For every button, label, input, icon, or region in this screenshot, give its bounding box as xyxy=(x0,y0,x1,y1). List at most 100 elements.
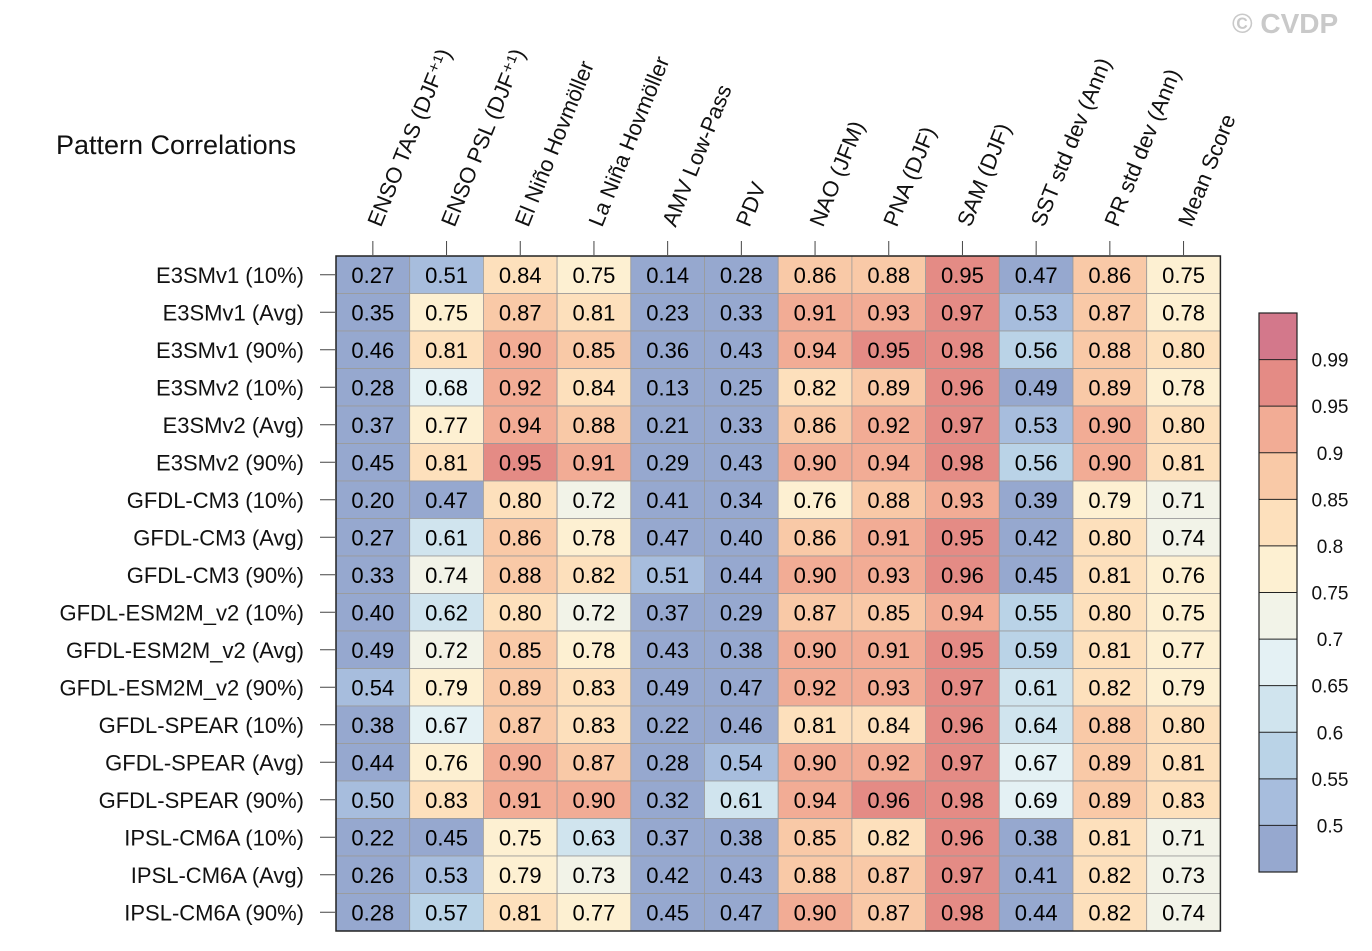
cell-value: 0.41 xyxy=(646,488,689,513)
cell-value: 0.83 xyxy=(1162,788,1205,813)
heatmap-cell xyxy=(482,255,558,294)
heatmap-cell xyxy=(630,330,705,369)
cell-value: 0.47 xyxy=(1015,263,1058,288)
cell-value: 0.45 xyxy=(425,825,468,850)
row-label: GFDL-CM3 (Avg) xyxy=(133,525,304,550)
heatmap-cell xyxy=(851,780,927,819)
colorbar-label: 0.6 xyxy=(1317,723,1343,744)
row-label: E3SMv2 (10%) xyxy=(156,375,304,400)
cell-value: 0.77 xyxy=(1162,638,1205,663)
cell-value: 0.50 xyxy=(351,788,394,813)
heatmap-cell xyxy=(630,780,705,819)
heatmap-cell xyxy=(998,330,1074,369)
column-label: El Niño Hovmöller xyxy=(510,57,599,230)
cell-value: 0.92 xyxy=(867,750,910,775)
cell-value: 0.62 xyxy=(425,600,468,625)
column-label: Mean Score xyxy=(1173,111,1241,230)
cell-value: 0.67 xyxy=(1015,750,1058,775)
cell-value: 0.97 xyxy=(941,750,984,775)
cell-value: 0.21 xyxy=(646,413,689,438)
heatmap-cell xyxy=(1072,293,1148,332)
cell-value: 0.77 xyxy=(425,413,468,438)
cell-value: 0.49 xyxy=(351,638,394,663)
heatmap-cell xyxy=(335,518,411,557)
column-label: PNA (DJF) xyxy=(878,123,941,230)
heatmap-cell xyxy=(777,855,853,894)
heatmap-cell xyxy=(777,630,853,669)
row-label: GFDL-ESM2M_v2 (90%) xyxy=(59,675,304,700)
heatmap-cell xyxy=(630,480,705,519)
cell-value: 0.94 xyxy=(941,600,984,625)
heatmap-cell xyxy=(409,518,484,557)
row-label: GFDL-CM3 (90%) xyxy=(127,563,304,588)
cell-value: 0.22 xyxy=(351,825,394,850)
cell-value: 0.91 xyxy=(867,638,910,663)
heatmap-cell xyxy=(409,855,484,894)
cell-value: 0.14 xyxy=(646,263,689,288)
cell-value: 0.49 xyxy=(1015,375,1058,400)
heatmap-cell xyxy=(556,743,632,782)
cell-value: 0.92 xyxy=(499,375,542,400)
colorbar-label: 0.95 xyxy=(1312,397,1349,418)
heatmap-cell xyxy=(777,405,853,444)
heatmap-cell xyxy=(630,368,705,407)
cell-value: 0.88 xyxy=(1088,713,1131,738)
heatmap-cell xyxy=(777,518,853,557)
cell-value: 0.90 xyxy=(573,788,616,813)
heatmap-cell xyxy=(409,705,484,744)
cell-value: 0.74 xyxy=(1162,525,1205,550)
heatmap-cell xyxy=(925,293,1000,332)
heatmap-cell xyxy=(409,780,484,819)
cell-value: 0.78 xyxy=(1162,375,1205,400)
cell-value: 0.83 xyxy=(425,788,468,813)
heatmap-cell xyxy=(1146,368,1221,407)
cell-value: 0.44 xyxy=(720,563,763,588)
cell-value: 0.79 xyxy=(1162,675,1205,700)
cell-value: 0.78 xyxy=(573,638,616,663)
cell-value: 0.82 xyxy=(1088,675,1131,700)
cell-value: 0.95 xyxy=(499,450,542,475)
cell-value: 0.47 xyxy=(720,675,763,700)
colorbar-label: 0.7 xyxy=(1317,630,1343,651)
heatmap-cell xyxy=(556,668,632,707)
heatmap-cell xyxy=(998,630,1074,669)
colorbar-label: 0.9 xyxy=(1317,444,1343,465)
heatmap-cell xyxy=(925,330,1000,369)
cell-value: 0.82 xyxy=(1088,863,1131,888)
cell-value: 0.90 xyxy=(794,900,837,925)
heatmap-cell xyxy=(998,555,1074,594)
heatmap-cell xyxy=(851,443,927,482)
cell-value: 0.84 xyxy=(573,375,616,400)
heatmap-cell xyxy=(777,893,853,932)
heatmap-cell xyxy=(335,330,411,369)
cell-value: 0.98 xyxy=(941,450,984,475)
row-label: E3SMv2 (Avg) xyxy=(163,413,304,438)
heatmap-cell xyxy=(482,593,558,632)
cell-value: 0.88 xyxy=(1088,338,1131,363)
cell-value: 0.29 xyxy=(720,600,763,625)
cell-value: 0.43 xyxy=(720,863,763,888)
cell-value: 0.27 xyxy=(351,263,394,288)
colorbar-label: 0.99 xyxy=(1312,351,1349,372)
heatmap-cell xyxy=(482,405,558,444)
cell-value: 0.38 xyxy=(720,825,763,850)
heatmap-cell xyxy=(335,443,411,482)
heatmap-cell xyxy=(851,855,927,894)
row-label: IPSL-CM6A (10%) xyxy=(124,825,304,850)
heatmap-cell xyxy=(482,668,558,707)
cell-value: 0.64 xyxy=(1015,713,1058,738)
cell-value: 0.34 xyxy=(720,488,763,513)
heatmap-cell xyxy=(1072,405,1148,444)
cell-value: 0.87 xyxy=(499,300,542,325)
heatmap-cell xyxy=(851,555,927,594)
heatmap-cell xyxy=(482,818,558,857)
heatmap-cell xyxy=(1072,780,1148,819)
column-label: NAO (JFM) xyxy=(805,117,870,229)
cell-value: 0.87 xyxy=(794,600,837,625)
cell-value: 0.79 xyxy=(425,675,468,700)
cell-value: 0.88 xyxy=(867,263,910,288)
heatmap-cell xyxy=(704,293,779,332)
heatmap-cell xyxy=(409,555,484,594)
cell-value: 0.59 xyxy=(1015,638,1058,663)
heatmap-cell xyxy=(630,593,705,632)
